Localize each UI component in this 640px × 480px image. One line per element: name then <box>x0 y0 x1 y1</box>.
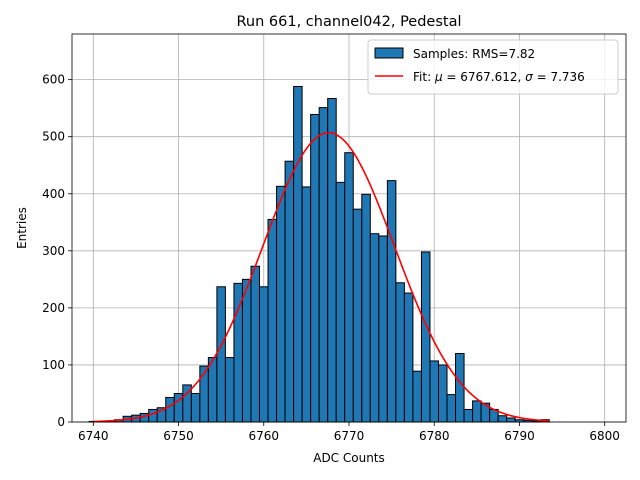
histogram-bar <box>207 357 218 423</box>
legend: Samples: RMS=7.82 Fit: μ = 6767.612, σ =… <box>367 39 619 95</box>
legend-fit-label: Fit: μ = 6767.612, σ = 7.736 <box>413 70 585 84</box>
histogram-bar <box>259 286 269 423</box>
y-tick-label: 500 <box>42 130 65 144</box>
chart-title: Run 661, channel042, Pedestal <box>236 14 461 30</box>
histogram-bar <box>190 392 201 423</box>
y-tick-label: 300 <box>42 244 65 258</box>
y-tick-label: 400 <box>42 187 65 201</box>
y-axis-ticks: 0 100 200 300 400 500 600 <box>42 73 72 429</box>
legend-histogram-swatch <box>374 47 404 59</box>
x-tick-label: 6800 <box>589 429 620 443</box>
x-tick-label: 6790 <box>504 429 535 443</box>
histogram-bar <box>446 394 457 423</box>
histogram-bar <box>216 286 226 423</box>
histogram-bar <box>455 353 465 423</box>
x-axis-label: ADC Counts <box>313 451 385 465</box>
histogram-bar <box>224 357 235 423</box>
histogram-bar <box>437 364 448 423</box>
legend-histogram-label: Samples: RMS=7.82 <box>413 47 535 61</box>
histogram-bar <box>463 408 474 423</box>
histogram-bar <box>165 396 175 423</box>
histogram-bar <box>412 370 422 423</box>
x-tick-label: 6760 <box>248 429 279 443</box>
x-tick-label: 6740 <box>78 429 109 443</box>
histogram-bar <box>472 400 482 423</box>
x-axis-ticks: 6740 6750 6760 6770 6780 6790 6800 <box>78 422 620 443</box>
histogram-bar <box>403 292 414 423</box>
y-axis-label: Entries <box>15 207 29 249</box>
histogram-bar <box>352 208 363 423</box>
histogram-bar <box>361 193 371 423</box>
histogram-bar <box>344 152 354 423</box>
histogram-bar <box>233 282 243 423</box>
fit-curve <box>93 131 550 423</box>
histogram-bar <box>395 282 405 423</box>
histogram-bar <box>267 218 278 423</box>
histogram-bar <box>497 415 508 423</box>
x-tick-label: 6770 <box>334 429 365 443</box>
histogram-bar <box>429 360 439 423</box>
histogram-bar <box>378 235 388 423</box>
histogram-bar <box>293 85 303 423</box>
histogram-bar <box>335 181 346 423</box>
histogram-bar <box>420 251 431 423</box>
histogram-bar <box>310 113 320 423</box>
y-tick-label: 600 <box>42 73 65 87</box>
histogram-bar <box>369 233 380 423</box>
x-tick-label: 6750 <box>163 429 194 443</box>
x-tick-label: 6780 <box>419 429 450 443</box>
histogram-bar <box>276 185 286 423</box>
histogram-bar <box>241 278 252 423</box>
legend-box <box>367 39 619 95</box>
histogram-bar <box>386 180 397 423</box>
histogram-bar <box>284 160 295 423</box>
histogram-bar <box>301 186 312 423</box>
histogram-bar <box>327 97 337 423</box>
y-tick-label: 100 <box>42 358 65 372</box>
histogram-bar <box>318 107 329 423</box>
fit-curve-group <box>93 131 550 423</box>
histogram-bar <box>506 417 516 423</box>
y-tick-label: 0 <box>57 415 65 429</box>
histogram-bar <box>148 408 158 423</box>
histogram-bar <box>250 265 261 423</box>
y-tick-label: 200 <box>42 301 65 315</box>
histogram-bars <box>88 85 550 423</box>
